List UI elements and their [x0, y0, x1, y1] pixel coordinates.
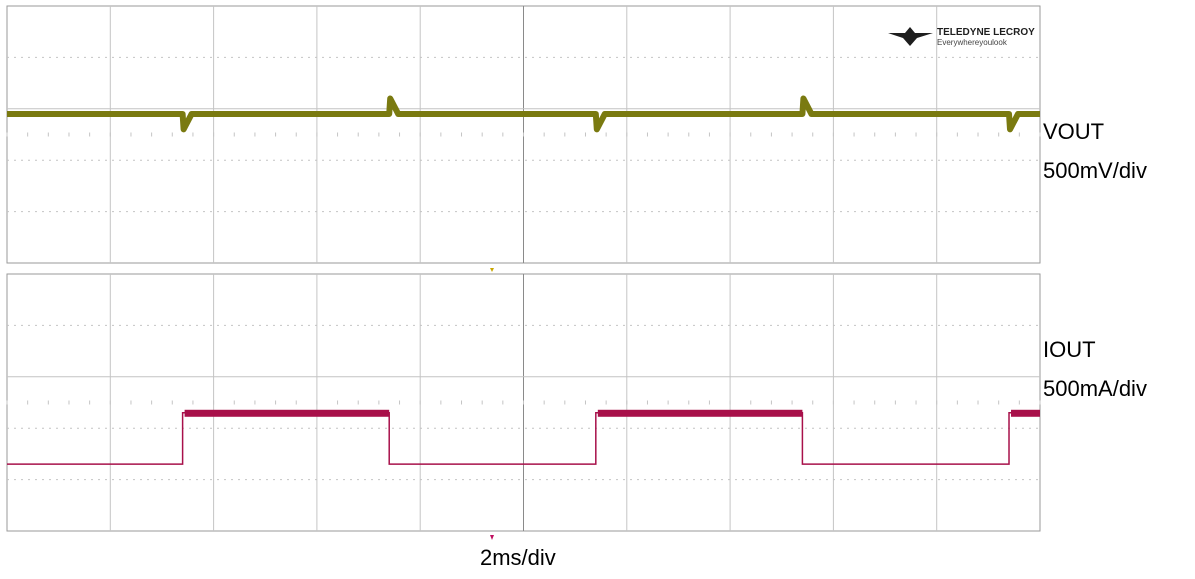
iout-channel-name: IOUT: [1043, 337, 1096, 362]
iout-high-band: [597, 409, 803, 417]
vout-channel-name: VOUT: [1043, 119, 1105, 144]
logo-brand: TELEDYNE LECROY: [937, 27, 1035, 38]
iout-grid: [6, 273, 1041, 532]
waveform-traces: [7, 95, 1040, 465]
trigger-markers: [490, 268, 494, 540]
iout-trace-edge: [7, 412, 1040, 465]
iout-high-band: [184, 409, 390, 417]
iout-scale: 500mA/div: [1043, 376, 1147, 401]
timebase-label: 2ms/div: [480, 545, 556, 570]
trigger-marker-mid: [490, 268, 494, 272]
iout-high-band: [1011, 409, 1040, 417]
teledyne-lecroy-logo: TELEDYNE LECROY Everywhereyoulook: [888, 27, 1035, 47]
vout-trace: [7, 95, 1040, 133]
vout-scale: 500mV/div: [1043, 158, 1147, 183]
trigger-marker-bottom: [490, 535, 494, 540]
vout-grid: [6, 5, 1041, 264]
logo-tagline: Everywhereyoulook: [937, 38, 1008, 47]
lecroy-bird-icon: [888, 27, 933, 46]
